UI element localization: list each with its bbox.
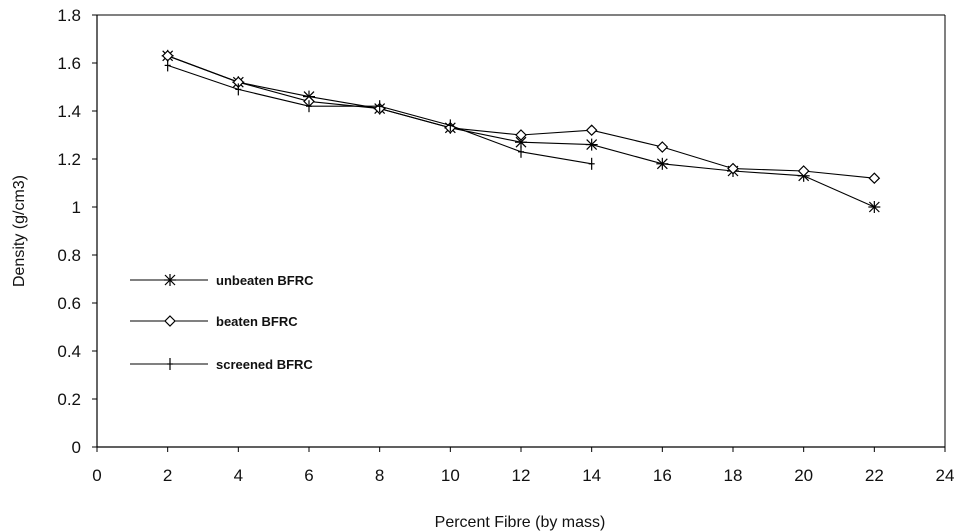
legend-label: screened BFRC [216, 357, 313, 372]
x-tick-label: 16 [653, 466, 672, 485]
y-tick-label: 1.8 [57, 6, 81, 25]
series-line [167, 55, 875, 179]
diamond-marker [797, 165, 810, 177]
asterisk-marker [656, 157, 669, 170]
series-screened-bfrc [164, 59, 595, 170]
x-tick-label: 18 [724, 466, 743, 485]
legend-item: unbeaten BFRC [130, 273, 314, 288]
y-tick-label: 0.4 [57, 342, 81, 361]
legend-item: screened BFRC [130, 357, 313, 372]
y-tick-label: 1.6 [57, 54, 81, 73]
x-tick-label: 0 [92, 466, 101, 485]
y-tick-label: 0.8 [57, 246, 81, 265]
x-tick-label: 24 [936, 466, 955, 485]
series-line [167, 64, 592, 165]
x-tick-label: 6 [304, 466, 313, 485]
x-axis-title: Percent Fibre (by mass) [435, 514, 606, 531]
x-tick-label: 12 [512, 466, 531, 485]
diamond-marker [515, 129, 527, 141]
asterisk-marker [868, 201, 881, 213]
plus-marker [306, 100, 312, 113]
y-ticks: 0 0.2 0.4 0.6 0.8 1 1.2 1.4 1.6 1.8 [57, 6, 97, 457]
legend-label: unbeaten BFRC [216, 273, 314, 288]
y-tick-label: 0.6 [57, 294, 81, 313]
y-tick-label: 1.4 [57, 102, 81, 121]
plus-marker [447, 119, 454, 132]
asterisk-marker [164, 274, 176, 286]
y-tick-label: 0 [72, 438, 81, 457]
x-tick-label: 14 [582, 466, 601, 485]
x-tick-label: 22 [865, 466, 884, 485]
plus-marker [518, 145, 524, 158]
y-axis-title: Density (g/cm3) [11, 175, 28, 287]
x-tick-label: 2 [163, 466, 172, 485]
x-ticks: 0 2 4 6 8 10 12 14 16 18 20 22 24 [92, 447, 954, 485]
x-tick-label: 4 [234, 466, 243, 485]
plot-frame [96, 14, 946, 448]
x-tick-label: 10 [441, 466, 460, 485]
plus-marker [235, 83, 242, 96]
y-tick-label: 0.2 [57, 390, 81, 409]
diamond-marker [164, 315, 176, 327]
series-beaten-bfrc [161, 49, 881, 185]
diamond-marker [656, 141, 669, 153]
x-tick-label: 8 [375, 466, 384, 485]
plus-marker [588, 157, 595, 170]
legend: unbeaten BFRC beaten BFRC screened BFRC [130, 273, 314, 372]
legend-item: beaten BFRC [130, 314, 298, 329]
series-layer [161, 49, 881, 213]
diamond-marker [585, 124, 598, 137]
plus-marker [164, 59, 171, 72]
y-tick-label: 1.2 [57, 150, 81, 169]
plus-marker [376, 100, 383, 113]
y-tick-label: 1 [72, 198, 81, 217]
asterisk-marker [585, 138, 598, 151]
x-tick-label: 20 [794, 466, 813, 485]
plus-marker [167, 358, 173, 370]
diamond-marker [727, 162, 739, 175]
legend-label: beaten BFRC [216, 314, 298, 329]
diamond-marker [868, 172, 881, 185]
